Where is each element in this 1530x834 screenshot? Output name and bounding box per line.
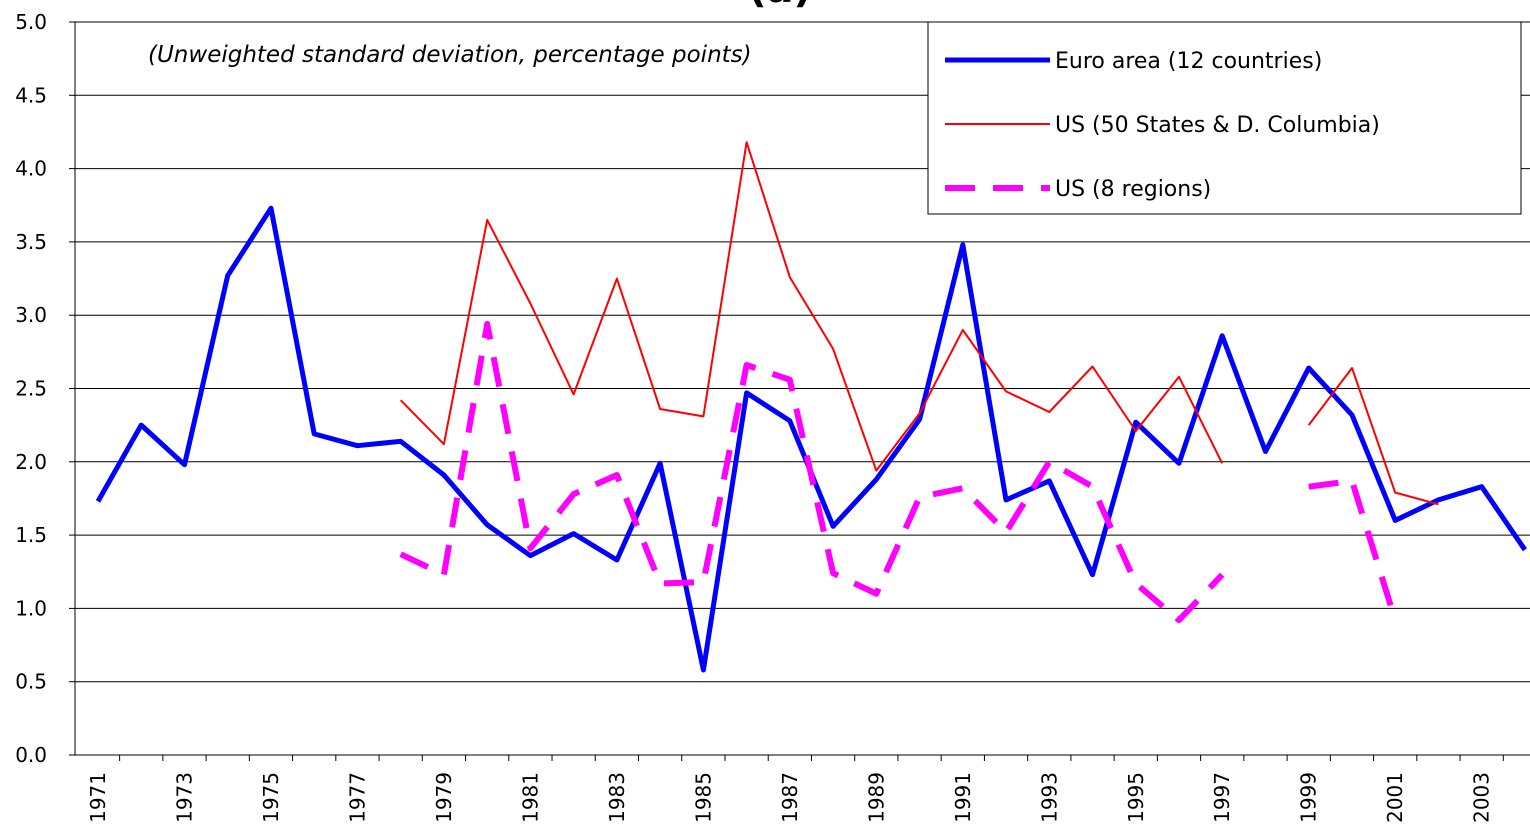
x-tick-label: 1993 (1037, 772, 1061, 823)
y-tick-label: 5.0 (15, 10, 47, 34)
legend-label: Euro area (12 countries) (1055, 49, 1322, 74)
x-tick-label: 1989 (864, 772, 888, 823)
x-tick-label: 1987 (778, 772, 802, 823)
y-tick-label: 1.0 (15, 596, 47, 620)
series-line (95, 205, 1527, 673)
y-tick-label: 3.0 (15, 303, 47, 327)
x-tick-label: 1983 (605, 772, 629, 823)
legend-label: US (50 States & D. Columbia) (1055, 113, 1380, 138)
x-tick-label: 1997 (1210, 772, 1234, 823)
series-line (399, 141, 1439, 506)
y-tick-label: 4.5 (15, 83, 47, 107)
legend-label: US (8 regions) (1055, 177, 1211, 202)
y-tick-label: 0.0 (15, 743, 47, 767)
x-tick-label: 1977 (345, 772, 369, 823)
series-line (399, 321, 1399, 624)
x-tick-label: 1979 (432, 772, 456, 823)
y-tick-label: 2.0 (15, 450, 47, 474)
y-tick-label: 2.5 (15, 377, 47, 401)
chart-title: (a) (748, 0, 812, 12)
x-tick-label: 1985 (691, 772, 715, 823)
x-tick-label: 2001 (1383, 772, 1407, 823)
y-tick-label: 1.5 (15, 523, 47, 547)
x-tick-label: 2003 (1470, 772, 1494, 823)
legend-box (927, 21, 1522, 215)
x-tick-label: 1973 (172, 772, 196, 823)
x-tick-label: 1999 (1297, 772, 1321, 823)
x-tick-label: 1975 (259, 772, 283, 823)
x-tick-label: 1995 (1124, 772, 1148, 823)
x-tick-label: 1991 (951, 772, 975, 823)
subtitle: (Unweighted standard deviation, percenta… (148, 42, 752, 68)
x-tick-label: 1971 (86, 772, 110, 823)
x-tick-label: 1981 (518, 772, 542, 823)
y-tick-label: 4.0 (15, 157, 47, 181)
y-tick-label: 3.5 (15, 230, 47, 254)
y-tick-label: 0.5 (15, 670, 47, 694)
